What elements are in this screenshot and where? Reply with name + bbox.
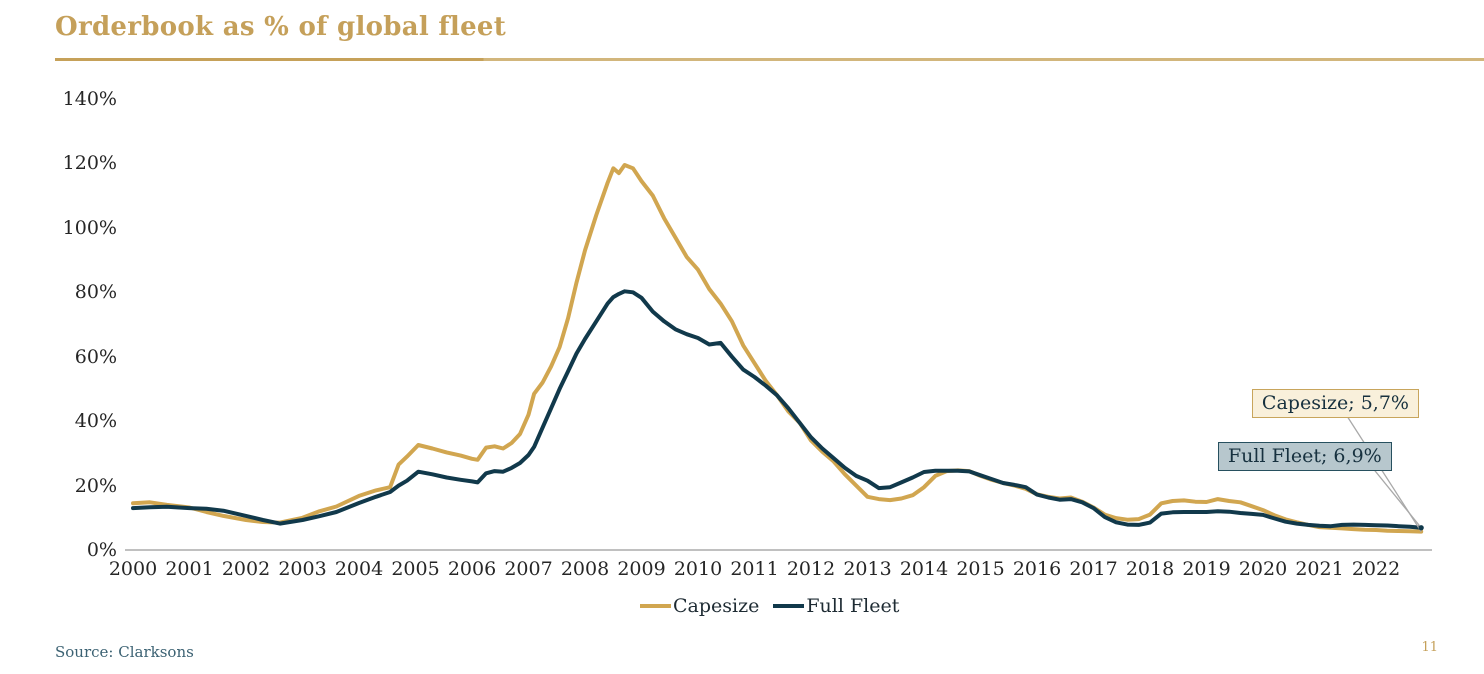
source-note: Source: Clarksons	[55, 643, 194, 661]
x-tick-label: 2013	[843, 558, 892, 580]
y-tick-label: 0%	[86, 539, 117, 561]
x-tick-label: 2012	[786, 558, 836, 580]
x-tick-label: 2015	[956, 558, 1005, 580]
y-tick-label: 120%	[62, 152, 117, 175]
legend-item-fullfleet: Full Fleet	[773, 595, 899, 617]
x-tick-label: 2020	[1238, 558, 1288, 580]
y-tick-label: 20%	[74, 474, 117, 497]
data-label-capesize-text: Capesize; 5,7%	[1261, 392, 1409, 414]
x-tick-label: 2007	[504, 558, 553, 580]
series-line-capesize	[131, 163, 1424, 534]
y-tick-label: 80%	[74, 281, 117, 304]
x-tick-label: 2001	[165, 558, 214, 580]
x-tick-label: 2004	[334, 558, 384, 580]
x-tick-label: 2022	[1351, 558, 1401, 580]
chart-legend: Capesize Full Fleet	[640, 595, 899, 617]
x-tick-label: 2018	[1125, 558, 1175, 580]
y-tick-label: 100%	[62, 216, 117, 239]
x-tick-label: 2005	[391, 558, 440, 580]
y-tick-label: 60%	[74, 345, 117, 368]
y-tick-label: 40%	[74, 410, 117, 433]
x-tick-label: 2002	[221, 558, 271, 580]
data-label-capesize: Capesize; 5,7%	[1251, 389, 1419, 418]
y-tick-label: 140%	[62, 88, 117, 110]
x-tick-label: 2011	[730, 558, 779, 580]
fullfleet-line-swatch-icon	[773, 604, 805, 608]
data-label-fullfleet: Full Fleet; 6,9%	[1218, 442, 1392, 471]
x-tick-label: 2010	[673, 558, 723, 580]
legend-item-capesize: Capesize	[640, 595, 759, 617]
data-label-fullfleet-text: Full Fleet; 6,9%	[1228, 445, 1382, 467]
series-line-full-fleet	[131, 289, 1424, 530]
page-title: Orderbook as % of global fleet	[55, 12, 507, 42]
title-underline-rule	[55, 58, 1484, 61]
page-number: 11	[1421, 640, 1438, 655]
x-tick-label: 2003	[278, 558, 327, 580]
x-tick-label: 2016	[1012, 558, 1062, 580]
x-tick-label: 2021	[1295, 558, 1344, 580]
x-tick-label: 2006	[447, 558, 497, 580]
x-tick-label: 2009	[617, 558, 666, 580]
x-tick-label: 2008	[560, 558, 610, 580]
x-tick-label: 2017	[1069, 558, 1118, 580]
capesize-line-swatch-icon	[640, 604, 671, 608]
x-tick-label: 2014	[899, 558, 949, 580]
x-tick-label: 2000	[108, 558, 158, 580]
series-endpoint-dot	[1418, 525, 1424, 531]
x-tick-label: 2019	[1182, 558, 1231, 580]
legend-label-fullfleet: Full Fleet	[806, 595, 900, 617]
legend-label-capesize: Capesize	[673, 595, 760, 617]
